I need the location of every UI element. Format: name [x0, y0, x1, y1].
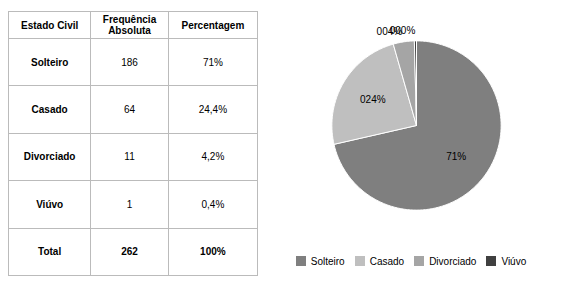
html-text:262: 262 — [121, 246, 138, 258]
html-text:Divorciado: Divorciado — [429, 255, 477, 267]
html-text:Solteiro: Solteiro — [31, 56, 69, 68]
html-text:Viúvo: Viúvo — [36, 198, 64, 210]
html-text:Percentagem: Percentagem — [181, 19, 245, 31]
html-text:1: 1 — [126, 198, 133, 210]
html-text:Casado: Casado — [31, 104, 68, 116]
html-text:100%: 100% — [200, 246, 226, 258]
html-text:Frequência Absoluta: Frequência Absoluta — [102, 14, 157, 36]
html-text:64: 64 — [124, 104, 136, 116]
html-text:Casado: Casado — [369, 255, 405, 267]
html-text:Solteiro: Solteiro — [310, 255, 345, 267]
svg-text:71%: 71% — [446, 151, 466, 162]
html-text:186: 186 — [121, 56, 138, 68]
html-text:0,4%: 0,4% — [201, 198, 225, 210]
svg-text:024%: 024% — [360, 93, 386, 104]
svg-text:000%: 000% — [390, 24, 416, 35]
html-text:71%: 71% — [202, 56, 223, 68]
html-text:Divorciado: Divorciado — [23, 151, 76, 163]
html-text:Estado Civil: Estado Civil — [21, 19, 79, 31]
html-text:Viúvo: Viúvo — [501, 255, 527, 267]
html-text:4,2%: 4,2% — [201, 151, 225, 163]
html-text:11: 11 — [124, 151, 135, 163]
html-text:24,4%: 24,4% — [198, 104, 228, 116]
html-text:Total: Total — [38, 246, 62, 258]
